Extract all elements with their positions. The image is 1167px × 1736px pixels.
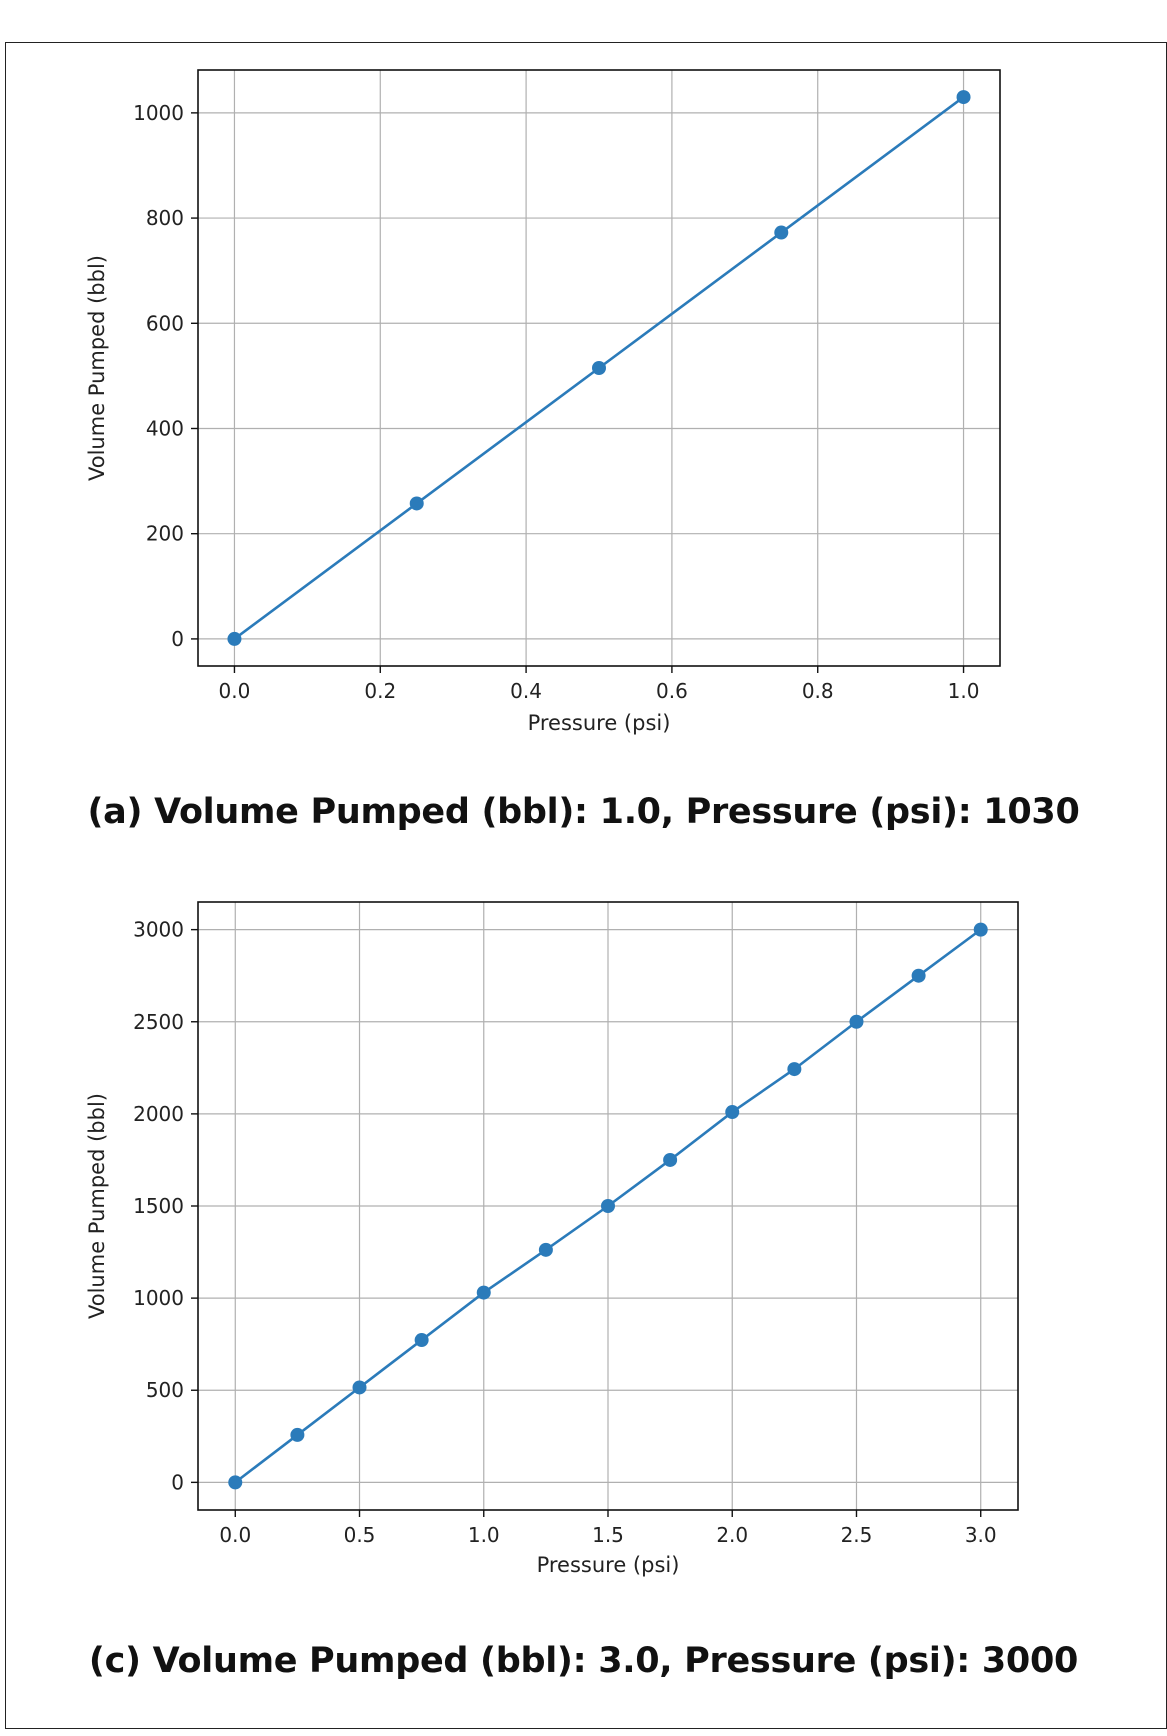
x-tick-label: 3.0 [965,1523,997,1547]
chart-c: 0.0 0.5 1.0 1.5 2.0 2.5 3.0 0 500 1000 1500 2000 250… [85,901,1019,1577]
x-tick-label: 1.0 [948,679,980,703]
plot-area-border [197,69,1001,667]
data-point [476,1285,491,1300]
x-tick-label: 0.6 [656,679,688,703]
y-tick-label: 0 [171,1470,184,1494]
y-tick-label: 800 [146,206,184,230]
y-tick-label: 0 [171,627,184,651]
data-point [227,631,242,646]
x-tick-label: 2.0 [716,1523,748,1547]
x-tick-label: 0.5 [344,1523,376,1547]
y-tick-label: 1000 [133,1286,184,1310]
y-tick-label: 600 [146,311,184,335]
y-tick-label: 1500 [133,1194,184,1218]
x-tick-label: 0.2 [364,679,396,703]
data-point [228,1475,243,1490]
data-point [538,1242,553,1257]
y-tick-label: 2000 [133,1102,184,1126]
caption-a: (a) Volume Pumped (bbl): 1.0, Pressure (… [87,792,1080,832]
data-point [592,361,606,375]
y-tick-label: 3000 [133,918,184,942]
x-tick-label: 0.8 [802,679,834,703]
caption-c: (c) Volume Pumped (bbl): 3.0, Pressure (… [88,1641,1079,1681]
y-axis-label: Volume Pumped (bbl) [85,255,109,481]
x-tick-label: 0.0 [219,679,251,703]
data-point [787,1062,802,1077]
x-axis-label: Pressure (psi) [528,711,671,735]
chart-a: 0.0 0.2 0.4 0.6 0.8 1.0 0 200 400 600 800 1000 Press… [85,69,1001,735]
data-point [973,922,988,937]
data-point [409,496,424,511]
x-tick-label: 1.5 [592,1523,624,1547]
data-point [290,1427,305,1442]
data-point [774,225,789,240]
data-point [663,1152,678,1167]
y-tick-label: 200 [146,522,184,546]
data-point [849,1014,864,1029]
x-tick-label: 0.0 [219,1523,251,1547]
y-tick-label: 1000 [133,101,184,125]
data-point [414,1333,429,1348]
x-axis-label: Pressure (psi) [537,1553,680,1577]
data-point [601,1199,615,1213]
chart-panel-a: 0.0 0.2 0.4 0.6 0.8 1.0 0 200 400 600 800 1000 Press… [85,69,1080,832]
data-point [911,968,926,983]
x-tick-label: 1.0 [468,1523,500,1547]
x-tick-label: 2.5 [841,1523,873,1547]
data-point [352,1380,367,1395]
y-axis-label: Volume Pumped (bbl) [85,1093,109,1319]
data-point [956,90,971,105]
y-tick-label: 500 [146,1378,184,1402]
y-tick-label: 2500 [133,1010,184,1034]
data-point [725,1105,740,1120]
x-tick-label: 0.4 [510,679,542,703]
y-tick-label: 400 [146,416,184,440]
